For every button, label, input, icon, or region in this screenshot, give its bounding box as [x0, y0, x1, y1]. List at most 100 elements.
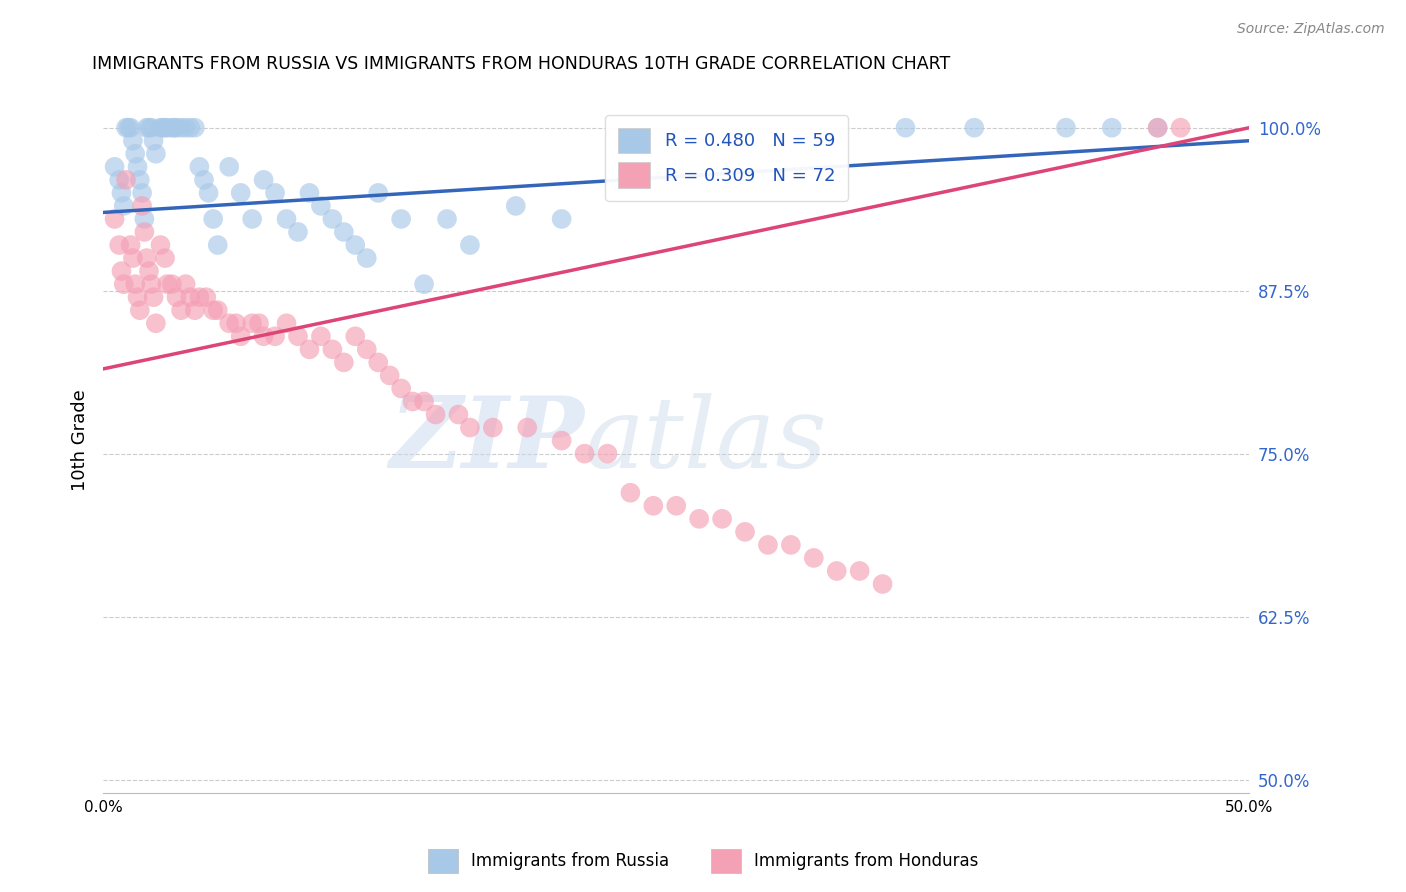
Point	[195, 290, 218, 304]
Text: ZIP: ZIP	[389, 392, 585, 489]
Point	[138, 264, 160, 278]
Point	[218, 316, 240, 330]
Point	[734, 524, 756, 539]
Point	[115, 173, 138, 187]
Point	[1146, 120, 1168, 135]
Point	[131, 199, 153, 213]
Point	[142, 134, 165, 148]
Point	[1054, 120, 1077, 135]
Point	[848, 564, 870, 578]
Point	[505, 199, 527, 213]
Legend: Immigrants from Russia, Immigrants from Honduras: Immigrants from Russia, Immigrants from …	[420, 842, 986, 880]
Point	[202, 303, 225, 318]
Point	[156, 120, 179, 135]
Point	[149, 238, 172, 252]
Point	[436, 211, 458, 226]
Point	[247, 316, 270, 330]
Point	[458, 420, 481, 434]
Point	[252, 329, 274, 343]
Point	[160, 277, 183, 292]
Point	[309, 329, 332, 343]
Point	[276, 211, 298, 226]
Point	[202, 211, 225, 226]
Point	[688, 512, 710, 526]
Legend: R = 0.480   N = 59, R = 0.309   N = 72: R = 0.480 N = 59, R = 0.309 N = 72	[605, 115, 848, 201]
Point	[596, 447, 619, 461]
Point	[104, 211, 127, 226]
Point	[894, 120, 917, 135]
Point	[425, 408, 447, 422]
Point	[108, 173, 131, 187]
Point	[138, 120, 160, 135]
Point	[378, 368, 401, 383]
Point	[131, 186, 153, 200]
Point	[344, 329, 367, 343]
Point	[516, 420, 538, 434]
Point	[135, 120, 157, 135]
Point	[174, 120, 197, 135]
Point	[145, 146, 167, 161]
Point	[156, 277, 179, 292]
Point	[401, 394, 423, 409]
Point	[153, 251, 176, 265]
Point	[756, 538, 779, 552]
Point	[135, 251, 157, 265]
Point	[112, 277, 135, 292]
Point	[218, 160, 240, 174]
Point	[170, 303, 193, 318]
Point	[207, 303, 229, 318]
Point	[458, 238, 481, 252]
Point	[413, 394, 436, 409]
Point	[389, 211, 412, 226]
Point	[333, 225, 356, 239]
Point	[207, 238, 229, 252]
Point	[779, 538, 801, 552]
Point	[166, 290, 188, 304]
Point	[252, 173, 274, 187]
Point	[447, 408, 470, 422]
Point	[367, 186, 389, 200]
Point	[193, 173, 215, 187]
Point	[287, 329, 309, 343]
Point	[134, 225, 156, 239]
Point	[124, 277, 146, 292]
Point	[188, 160, 211, 174]
Point	[128, 173, 150, 187]
Point	[963, 120, 986, 135]
Point	[179, 290, 201, 304]
Point	[141, 277, 163, 292]
Point	[120, 238, 142, 252]
Point	[1170, 120, 1192, 135]
Text: Source: ZipAtlas.com: Source: ZipAtlas.com	[1237, 22, 1385, 37]
Point	[188, 290, 211, 304]
Point	[225, 316, 247, 330]
Point	[665, 499, 688, 513]
Point	[128, 303, 150, 318]
Point	[110, 186, 132, 200]
Point	[122, 251, 145, 265]
Point	[287, 225, 309, 239]
Point	[321, 343, 343, 357]
Point	[160, 120, 183, 135]
Point	[1146, 120, 1168, 135]
Point	[643, 499, 665, 513]
Point	[344, 238, 367, 252]
Point	[482, 420, 505, 434]
Point	[229, 329, 252, 343]
Point	[145, 316, 167, 330]
Point	[120, 120, 142, 135]
Point	[179, 120, 201, 135]
Point	[174, 277, 197, 292]
Point	[170, 120, 193, 135]
Point	[264, 186, 287, 200]
Point	[309, 199, 332, 213]
Point	[115, 120, 138, 135]
Point	[149, 120, 172, 135]
Text: atlas: atlas	[585, 393, 827, 488]
Point	[825, 564, 848, 578]
Point	[1101, 120, 1123, 135]
Point	[321, 211, 343, 226]
Point	[163, 120, 186, 135]
Point	[711, 512, 734, 526]
Point	[367, 355, 389, 369]
